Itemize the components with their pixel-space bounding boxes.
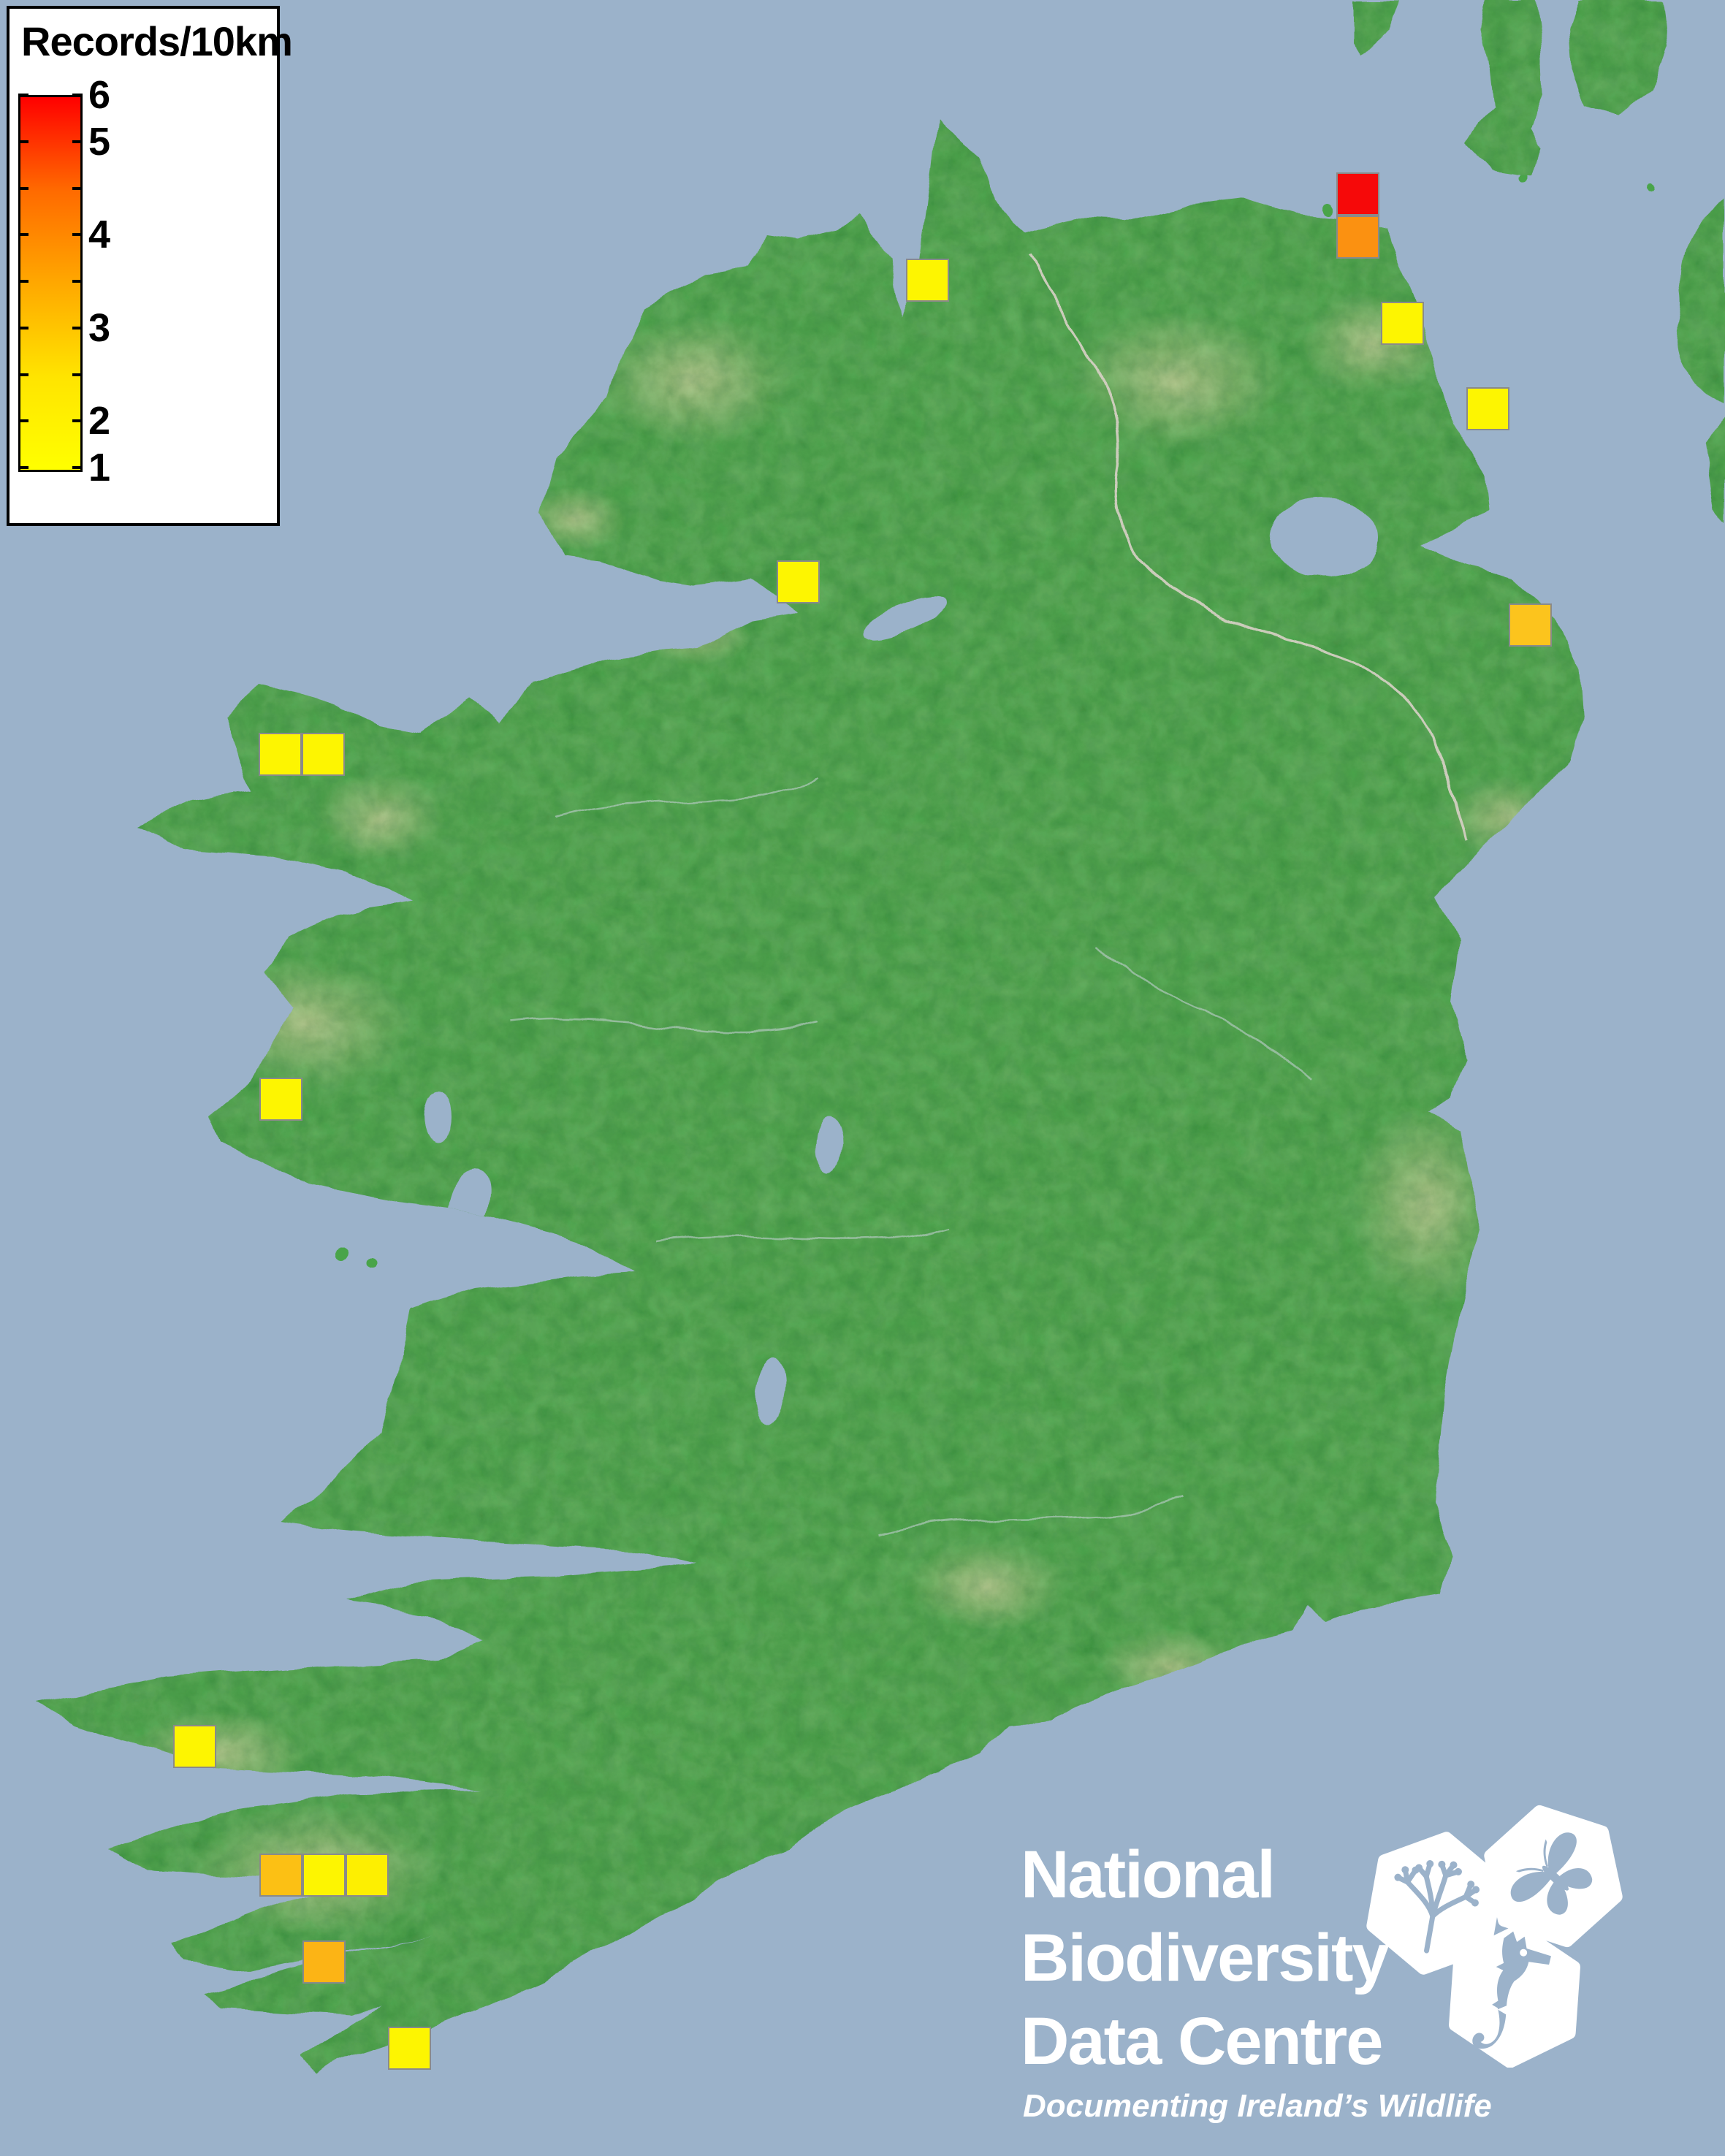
legend-tick	[18, 280, 28, 283]
legend-tick-label: 1	[88, 446, 111, 490]
tree-icon	[1368, 1829, 1503, 1978]
legend-tick-label: 4	[88, 213, 111, 257]
legend-tick-label: 5	[88, 119, 111, 164]
legend-tick-label: 2	[88, 399, 111, 443]
record-grid-square	[1381, 302, 1424, 345]
logo-tagline: Documenting Ireland’s Wildlife	[1023, 2088, 1492, 2124]
legend-tick	[18, 186, 28, 190]
record-grid-square	[906, 259, 949, 302]
record-grid-square	[259, 1078, 302, 1121]
record-grid-square	[777, 560, 820, 603]
record-grid-square	[1336, 216, 1379, 259]
legend-tick	[72, 373, 83, 376]
legend-tick	[72, 280, 83, 283]
seahorse-icon	[1453, 1927, 1576, 2065]
record-grid-square	[302, 733, 345, 776]
boundary-lines	[511, 255, 1469, 1536]
legend-tick	[72, 94, 83, 96]
legend-tick	[72, 233, 83, 237]
record-grid-square	[388, 2027, 431, 2070]
legend-tick	[72, 466, 83, 469]
record-grid-square	[302, 1940, 346, 1984]
legend-tick-label: 6	[88, 73, 111, 117]
record-grid-square	[302, 1854, 346, 1897]
legend-tick	[18, 233, 28, 237]
legend-tick	[18, 373, 28, 376]
logo-line-3: Data Centre	[1021, 2004, 1383, 2079]
legend-title: Records/10km	[21, 18, 293, 64]
record-grid-square	[173, 1725, 216, 1768]
legend-colorbar	[18, 95, 83, 472]
legend-tick	[18, 94, 28, 96]
legend-tick	[18, 466, 28, 469]
legend-tick	[72, 186, 83, 190]
nbdc-logo: National Biodiversity Data Centre Docume…	[1016, 1805, 1725, 2156]
legend-tick	[72, 419, 83, 423]
record-grid-square	[1466, 387, 1509, 430]
logo-hexagons	[1366, 1761, 1725, 2068]
legend-tick-label: 3	[88, 305, 111, 350]
butterfly-icon	[1484, 1800, 1623, 1953]
logo-line-2: Biodiversity	[1021, 1921, 1390, 1995]
legend-tick	[72, 326, 83, 330]
logo-line-1: National	[1021, 1837, 1276, 1912]
record-grid-square	[346, 1854, 389, 1897]
legend-tick	[18, 419, 28, 423]
legend-tick	[72, 140, 83, 143]
record-grid-square	[259, 1854, 302, 1897]
record-grid-square	[259, 733, 302, 776]
record-grid-square	[1509, 603, 1552, 647]
legend-tick	[18, 326, 28, 330]
record-grid-square	[1336, 172, 1379, 216]
legend-tick	[18, 140, 28, 143]
